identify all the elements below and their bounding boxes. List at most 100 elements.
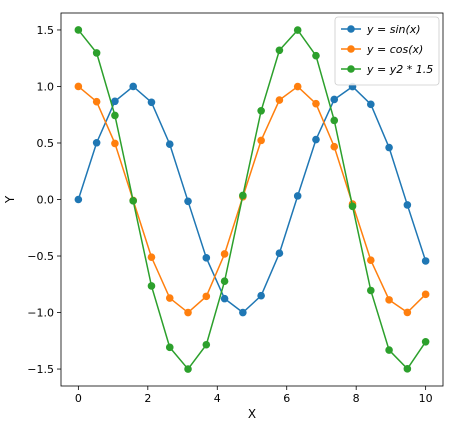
data-point <box>421 290 430 299</box>
data-point <box>92 97 101 106</box>
y-axis-label: Y <box>3 195 17 204</box>
legend: y = sin(x)y = cos(x)y = y2 * 1.5 <box>334 16 440 86</box>
data-point <box>403 308 412 317</box>
legend-label: y = cos(x) <box>366 43 423 56</box>
data-point <box>257 106 265 115</box>
data-point <box>312 99 320 108</box>
data-point <box>330 95 339 104</box>
series-layer <box>74 26 430 373</box>
legend-entry: y = cos(x) <box>341 43 423 56</box>
legend-label: y = sin(x) <box>366 23 421 36</box>
legend-var: y <box>366 23 374 36</box>
y-tick-label: 0.0 <box>37 194 55 207</box>
y-tick-label: −1.0 <box>27 307 54 320</box>
data-point <box>367 286 375 295</box>
x-axis-label: X <box>248 407 256 421</box>
data-point <box>184 197 192 206</box>
series-line <box>77 85 427 314</box>
data-point <box>111 97 119 106</box>
y-tick-label: 1.5 <box>37 24 55 37</box>
legend-fn: cos(x) <box>390 43 424 56</box>
data-point <box>111 111 119 120</box>
legend-eq: = <box>374 23 390 36</box>
data-point <box>367 256 375 264</box>
legend-marker <box>347 25 355 33</box>
x-tick-label: 2 <box>144 392 151 405</box>
legend-fn: sin(x) <box>390 23 421 36</box>
data-point <box>111 139 119 148</box>
data-point <box>147 253 156 261</box>
x-tick-label: 10 <box>419 392 433 405</box>
legend-var: y <box>366 43 374 56</box>
data-point <box>348 202 357 211</box>
data-point <box>239 191 247 200</box>
data-point <box>403 201 412 209</box>
legend-eq: = <box>374 63 390 76</box>
data-point <box>147 282 156 290</box>
data-point <box>165 140 174 149</box>
data-point <box>202 340 211 349</box>
y-tick-label: 1.0 <box>37 80 55 93</box>
data-point <box>275 96 284 104</box>
data-point <box>293 82 302 91</box>
data-point <box>129 197 137 205</box>
series-line <box>77 85 427 314</box>
legend-eq: = <box>374 43 390 56</box>
x-tick-label: 6 <box>283 392 290 405</box>
y-tick-label: −0.5 <box>27 250 54 263</box>
legend-marker <box>347 45 355 53</box>
data-point <box>129 82 137 91</box>
data-point <box>257 291 265 300</box>
data-point <box>184 308 192 317</box>
legend-fn: y2 * 1.5 <box>389 63 434 76</box>
data-point <box>385 143 393 152</box>
y-axis: −1.5 −1.0 −0.5 0.0 0.5 1.0 1.5 <box>27 24 61 376</box>
data-point <box>367 100 375 109</box>
data-point <box>330 116 339 125</box>
data-point <box>202 292 211 301</box>
data-point <box>202 254 211 262</box>
x-tick-label: 0 <box>75 392 82 405</box>
data-point <box>74 26 83 34</box>
data-point <box>330 142 339 151</box>
data-point <box>421 338 430 346</box>
data-point <box>275 249 284 257</box>
x-tick-label: 8 <box>353 392 360 405</box>
data-point <box>293 26 302 34</box>
data-point <box>312 51 320 60</box>
legend-var: y <box>366 63 374 76</box>
data-point <box>220 250 229 258</box>
data-point <box>92 138 101 147</box>
data-point <box>165 294 174 302</box>
data-point <box>385 346 393 354</box>
data-point <box>275 46 284 55</box>
x-tick-label: 4 <box>214 392 221 405</box>
data-point <box>147 98 156 107</box>
series-3 <box>74 26 430 373</box>
x-axis: 0 2 4 6 8 10 <box>75 386 433 405</box>
data-point <box>312 135 320 144</box>
data-point <box>239 308 247 317</box>
data-point <box>293 192 302 200</box>
data-point <box>74 82 83 91</box>
legend-box <box>334 16 440 86</box>
legend-marker <box>347 65 355 73</box>
series-line <box>77 28 427 371</box>
series-1 <box>74 82 430 317</box>
y-tick-label: −1.5 <box>27 363 54 376</box>
data-point <box>74 195 83 204</box>
data-point <box>421 257 430 265</box>
data-point <box>257 136 265 145</box>
data-point <box>220 294 229 303</box>
data-point <box>165 343 174 352</box>
data-point <box>184 365 192 373</box>
data-point <box>403 365 412 373</box>
legend-entry: y = y2 * 1.5 <box>341 63 433 76</box>
data-point <box>92 49 101 57</box>
data-point <box>385 296 393 304</box>
data-point <box>220 277 229 286</box>
legend-label: y = y2 * 1.5 <box>366 63 433 76</box>
y-tick-label: 0.5 <box>37 137 55 150</box>
legend-entry: y = sin(x) <box>341 23 421 36</box>
